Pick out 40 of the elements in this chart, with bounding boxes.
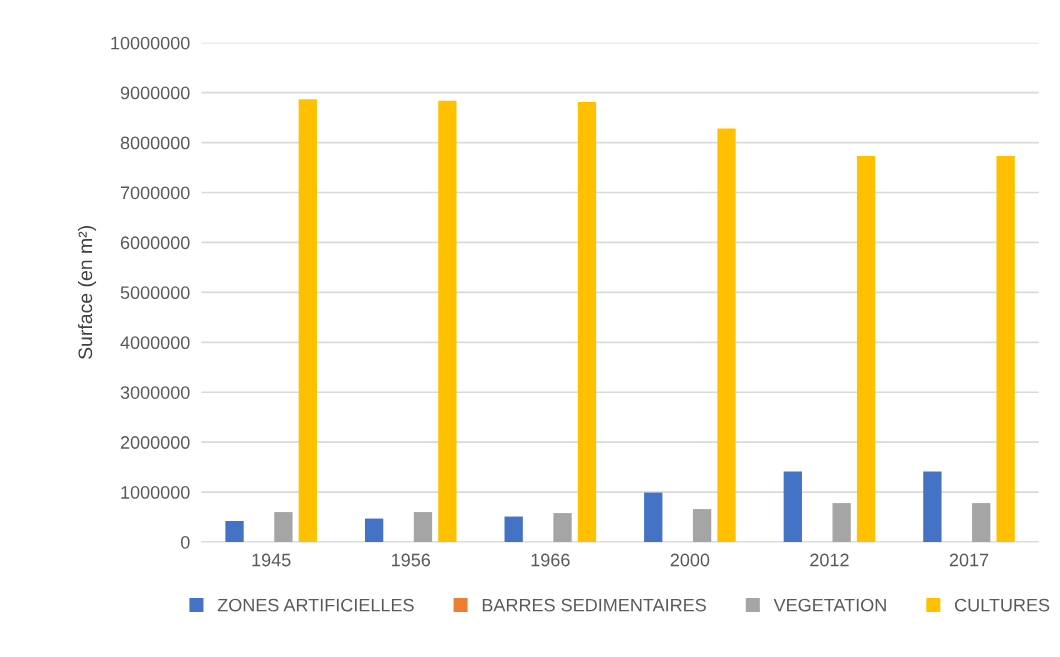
- x-tick-label: 1956: [392, 553, 431, 567]
- y-tick-label: 4000000: [120, 336, 190, 350]
- bar: [577, 102, 597, 543]
- bar: [438, 100, 457, 543]
- y-tick-label: 8000000: [120, 136, 190, 150]
- bar: [298, 99, 317, 543]
- y-tick-label: 7000000: [120, 186, 190, 200]
- y-tick-label: 9000000: [120, 86, 190, 100]
- bar: [856, 156, 876, 543]
- x-tick-label: 2012: [810, 553, 849, 567]
- x-tick-label: 1966: [531, 553, 570, 567]
- legend-label: BARRES SEDIMENTAIRES: [482, 598, 706, 612]
- y-tick-label: 5000000: [120, 286, 190, 300]
- bar: [364, 518, 384, 543]
- x-tick-label: 2017: [949, 553, 989, 567]
- bar: [996, 156, 1015, 543]
- y-tick-label: 3000000: [120, 386, 190, 399]
- bar: [923, 471, 942, 543]
- x-tick-label: 2000: [670, 553, 710, 567]
- bar: [972, 503, 991, 543]
- bar: [783, 471, 802, 543]
- legend-label: ZONES ARTIFICIELLES: [217, 598, 414, 612]
- bar: [504, 516, 523, 543]
- legend-label: VEGETATION: [773, 598, 886, 612]
- bar: [274, 512, 293, 543]
- y-tick-label: 0: [180, 535, 190, 549]
- bar: [832, 503, 851, 543]
- y-tick-label: 6000000: [120, 236, 190, 250]
- bar: [692, 509, 712, 543]
- y-tick-label: 1000000: [121, 486, 190, 499]
- bar: [413, 512, 433, 543]
- bar: [644, 492, 663, 543]
- bar: [553, 513, 572, 543]
- y-tick-label: 2000000: [120, 436, 190, 449]
- x-tick-label: 1945: [252, 553, 291, 567]
- bar: [225, 521, 244, 543]
- legend-label: CULTURES: [955, 598, 1050, 612]
- y-axis-title: Surface (en m²): [77, 226, 97, 360]
- bar: [717, 128, 736, 543]
- y-tick-label: 10000000: [111, 36, 190, 50]
